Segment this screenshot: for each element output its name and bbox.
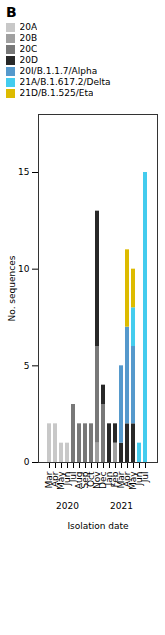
svg-text:No. sequences: No. sequences: [7, 255, 17, 321]
svg-text:Mar: Mar: [44, 471, 55, 488]
svg-text:Sep: Sep: [80, 471, 91, 488]
svg-text:May: May: [56, 471, 67, 490]
svg-text:Feb: Feb: [110, 471, 121, 487]
html-text:20B: 20B: [19, 33, 38, 43]
svg-text:Mar: Mar: [116, 471, 127, 488]
html-text:20A: 20A: [19, 22, 38, 32]
svg-text:15: 15: [18, 167, 29, 177]
svg-text:May: May: [128, 471, 139, 490]
svg-text:Jun: Jun: [134, 471, 145, 486]
svg-text:Jan: Jan: [104, 471, 115, 485]
html-text:21D/B.1.525/Eta: 21D/B.1.525/Eta: [19, 88, 94, 98]
svg-text:Jul: Jul: [140, 471, 150, 483]
svg-text:5: 5: [24, 360, 30, 370]
svg-text:Dec: Dec: [98, 471, 109, 489]
svg-text:Isolation date: Isolation date: [67, 520, 129, 530]
svg-text:Apr: Apr: [122, 471, 133, 487]
svg-text:0: 0: [24, 457, 30, 467]
html-text:21A/B.1.617.2/Delta: 21A/B.1.617.2/Delta: [19, 77, 111, 87]
svg-text:Aug: Aug: [74, 471, 85, 489]
svg-text:Apr: Apr: [50, 471, 61, 487]
svg-text:Jul: Jul: [68, 471, 79, 482]
svg-text:Nov: Nov: [92, 471, 103, 489]
html-text:20D: 20D: [19, 55, 38, 65]
html-text:20I/B.1.1.7/Alpha: 20I/B.1.1.7/Alpha: [19, 66, 98, 76]
html-text:20C: 20C: [19, 44, 38, 54]
svg-text:2020: 2020: [56, 501, 79, 511]
svg-text:Oct: Oct: [86, 471, 97, 487]
svg-text:10: 10: [18, 264, 30, 274]
html-text:B: B: [6, 4, 17, 20]
svg-text:2021: 2021: [110, 501, 133, 511]
svg-text:Jun: Jun: [62, 471, 73, 486]
